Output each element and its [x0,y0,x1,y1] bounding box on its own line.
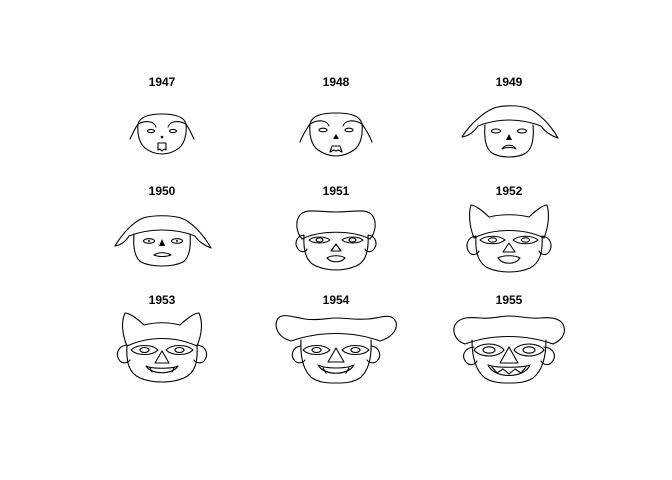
year-label: 1950 [149,184,176,198]
panel-1949: 1949 [461,75,559,158]
panel-1954: 1954 [275,293,397,384]
face-1955 [453,315,565,384]
panel-1947: 1947 [129,75,195,155]
year-label: 1953 [149,293,176,307]
face-1951 [295,210,377,271]
year-label: 1951 [323,184,350,198]
panel-1950: 1950 [114,184,212,267]
face-1950 [114,215,212,267]
year-label: 1948 [323,75,350,89]
face-1953 [116,312,208,383]
face-1947 [129,113,195,155]
panel-1953: 1953 [116,293,208,383]
year-label: 1949 [496,75,523,89]
face-1952 [466,204,552,273]
panel-1951: 1951 [295,184,377,271]
panel-1948: 1948 [299,75,373,157]
year-label: 1955 [496,293,523,307]
year-label: 1952 [496,184,523,198]
year-label: 1954 [323,293,350,307]
year-label: 1947 [149,75,176,89]
face-1949 [461,105,559,158]
face-1954 [275,315,397,384]
panel-1955: 1955 [453,293,565,384]
face-1948 [299,112,373,157]
panel-1952: 1952 [466,184,552,273]
